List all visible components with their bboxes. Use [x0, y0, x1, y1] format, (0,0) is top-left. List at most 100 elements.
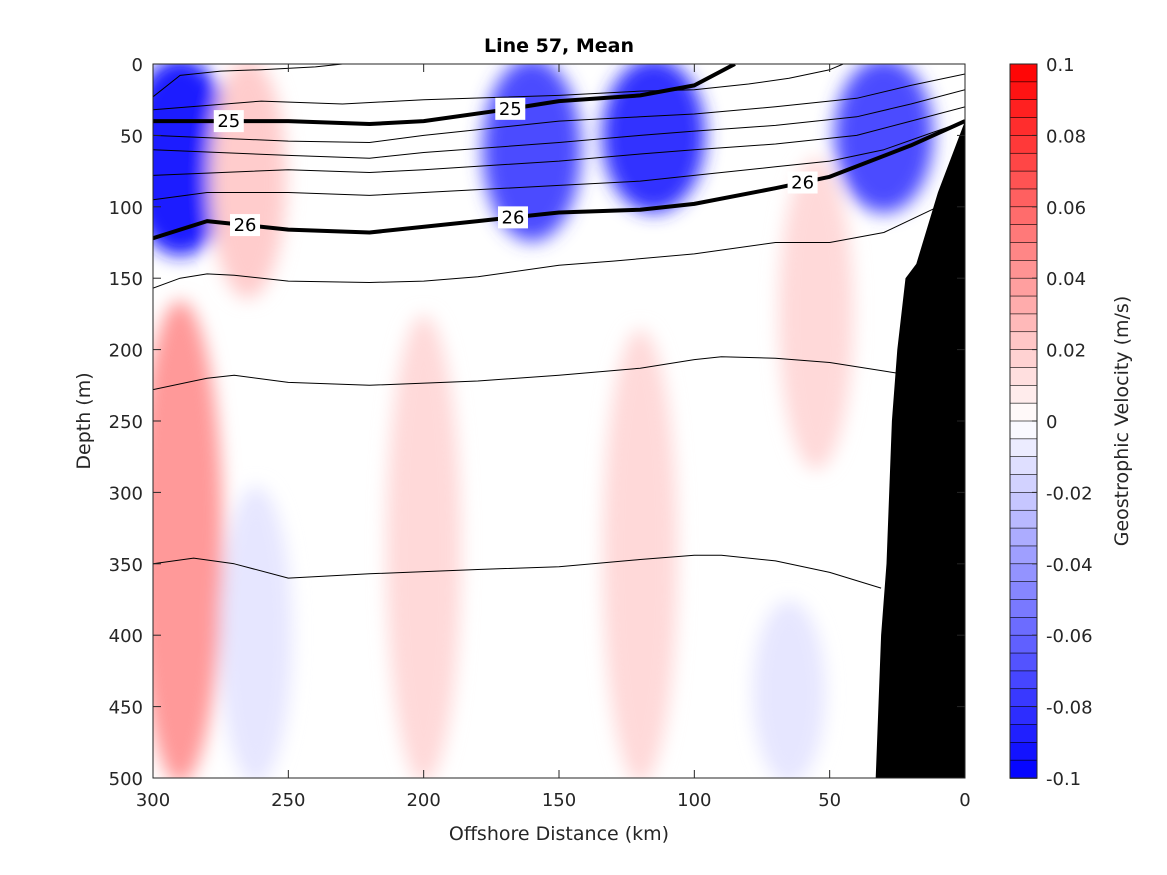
isopycnal-line [153, 120, 965, 201]
y-tick-label: 250 [109, 412, 143, 433]
contour-label-26: 26 [787, 171, 818, 194]
colorbar-level [1009, 741, 1038, 761]
colorbar-level [1009, 402, 1038, 422]
velocity-patch-northward [386, 315, 461, 778]
velocity-patch-southward [602, 64, 706, 213]
chart-title: Line 57, Mean [484, 35, 634, 57]
colorbar-level [1009, 188, 1038, 208]
colorbar-tick-label: 0.1 [1046, 55, 1075, 76]
y-axis: 0 50 100 150 200 250 300 350 400 450 500 [109, 55, 965, 790]
y-tick-label: 500 [109, 769, 143, 790]
velocity-patch-northward [153, 300, 223, 778]
colorbar-level [1009, 117, 1038, 137]
colorbar-level [1009, 509, 1038, 529]
isopycnal-line [153, 356, 911, 391]
colorbar-level [1009, 63, 1038, 83]
svg-text:26: 26 [502, 207, 525, 228]
svg-text:26: 26 [791, 173, 814, 194]
colorbar-level [1009, 759, 1038, 779]
colorbar-tick-label: 0.02 [1046, 341, 1086, 362]
colorbar-tick-label: 0.04 [1046, 269, 1086, 290]
x-axis: 300 250 200 150 100 50 0 [136, 64, 971, 811]
colorbar-level [1009, 724, 1038, 744]
velocity-patch-southward [219, 486, 293, 778]
colorbar-level [1009, 527, 1038, 547]
y-tick-label: 350 [109, 555, 143, 576]
colorbar-tick-label: 0.06 [1046, 198, 1086, 219]
colorbar-level [1009, 706, 1038, 726]
contour-label-26: 26 [497, 206, 528, 229]
colorbar-level [1009, 135, 1038, 155]
velocity-patch-northward [209, 64, 287, 299]
y-tick-label: 200 [109, 341, 143, 362]
contour-labels: 25 25 26 26 26 [213, 97, 818, 237]
colorbar-level [1009, 384, 1038, 404]
isopycnal-contours [153, 64, 965, 589]
x-tick-label: 200 [406, 790, 440, 811]
y-tick-label: 100 [109, 198, 143, 219]
x-tick-label: 0 [959, 790, 970, 811]
isopycnal-line [153, 64, 343, 98]
colorbar-tick-label: -0.02 [1046, 483, 1093, 504]
isopycnal-line [153, 73, 965, 143]
y-axis-label: Depth (m) [73, 372, 95, 469]
x-tick-label: 50 [818, 790, 841, 811]
svg-text:25: 25 [217, 111, 240, 132]
y-tick-label: 50 [120, 126, 143, 147]
colorbar-level [1009, 170, 1038, 190]
colorbar-level [1009, 349, 1038, 369]
velocity-patch-northward [602, 329, 678, 778]
isopycnal-line [153, 89, 965, 159]
colorbar-level [1009, 99, 1038, 119]
contour-label-25: 25 [495, 97, 526, 120]
colorbar-level [1009, 242, 1038, 262]
colorbar-level [1009, 456, 1038, 476]
contour-label-25: 25 [213, 110, 244, 133]
colorbar-level [1009, 492, 1038, 512]
colorbar-label: Geostrophic Velocity (m/s) [1111, 296, 1133, 546]
bathymetry [875, 121, 965, 778]
colorbar-level [1009, 652, 1038, 672]
velocity-patch-southward [834, 64, 934, 213]
x-tick-label: 300 [136, 790, 170, 811]
colorbar-level [1009, 277, 1038, 297]
isopycnal-line [153, 206, 965, 289]
velocity-patch-southward [752, 600, 826, 778]
colorbar-level [1009, 670, 1038, 690]
colorbar-level [1009, 152, 1038, 172]
colorbar-level [1009, 545, 1038, 565]
colorbar-tick-label: -0.04 [1046, 555, 1093, 576]
isopycnal-line [153, 554, 882, 589]
colorbar-level [1009, 617, 1038, 636]
svg-text:26: 26 [234, 215, 257, 236]
colorbar-level [1009, 634, 1038, 654]
colorbar-tick-label: -0.1 [1046, 769, 1081, 790]
colorbar-level [1009, 331, 1038, 351]
y-tick-label: 0 [132, 55, 143, 76]
y-tick-label: 450 [109, 698, 143, 719]
bathymetry-shape [875, 121, 965, 778]
y-tick-label: 150 [109, 269, 143, 290]
contour-label-26: 26 [230, 214, 261, 237]
colorbar-level [1009, 474, 1038, 494]
isopycnal-line [153, 64, 844, 111]
colorbar-level [1009, 260, 1038, 280]
colorbar-tick-label: -0.08 [1046, 698, 1093, 719]
y-tick-label: 300 [109, 483, 143, 504]
colorbar-tick-label: 0.08 [1046, 126, 1086, 147]
x-tick-label: 150 [542, 790, 576, 811]
x-tick-label: 100 [677, 790, 711, 811]
x-axis-label: Offshore Distance (km) [449, 823, 669, 845]
colorbar-tick-label: 0 [1046, 412, 1057, 433]
colorbar-tick-label: -0.06 [1046, 626, 1093, 647]
colorbar-level [1009, 295, 1038, 315]
velocity-patch-northward [778, 157, 854, 470]
svg-text:25: 25 [499, 99, 522, 120]
colorbar-level [1009, 599, 1038, 619]
colorbar-level [1009, 224, 1038, 244]
colorbar-level [1009, 563, 1038, 583]
y-tick-label: 400 [109, 626, 143, 647]
colorbar-level [1009, 313, 1038, 333]
colorbar-level [1009, 81, 1038, 101]
